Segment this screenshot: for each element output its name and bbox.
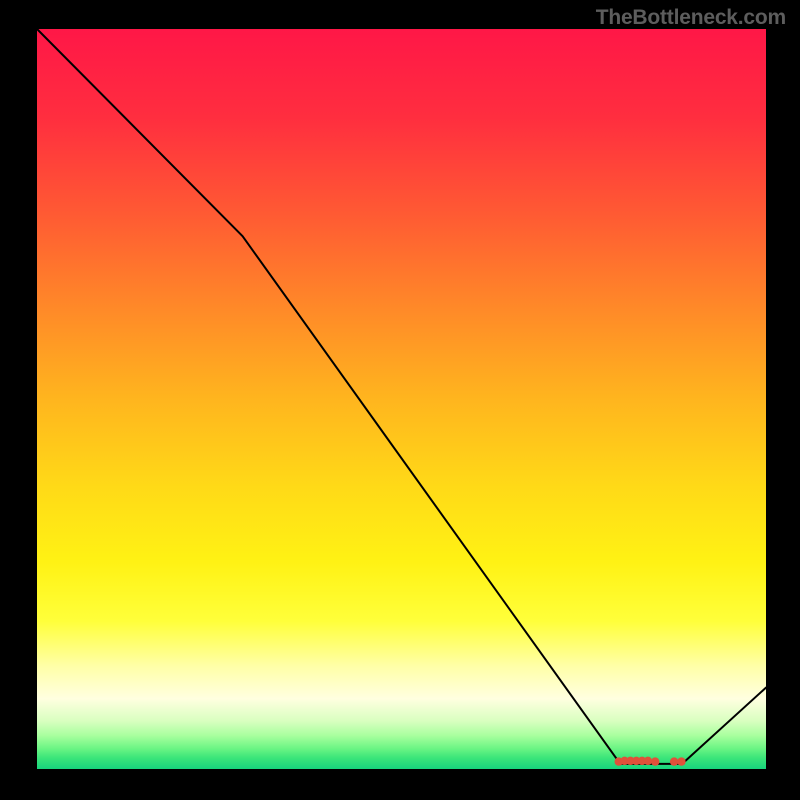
chart-marker bbox=[677, 757, 685, 765]
watermark-text: TheBottleneck.com bbox=[596, 6, 786, 30]
chart-canvas bbox=[0, 0, 800, 800]
chart-marker bbox=[670, 757, 678, 765]
chart-marker bbox=[651, 757, 659, 765]
chart-marker bbox=[644, 757, 652, 765]
chart-markers bbox=[615, 757, 686, 766]
